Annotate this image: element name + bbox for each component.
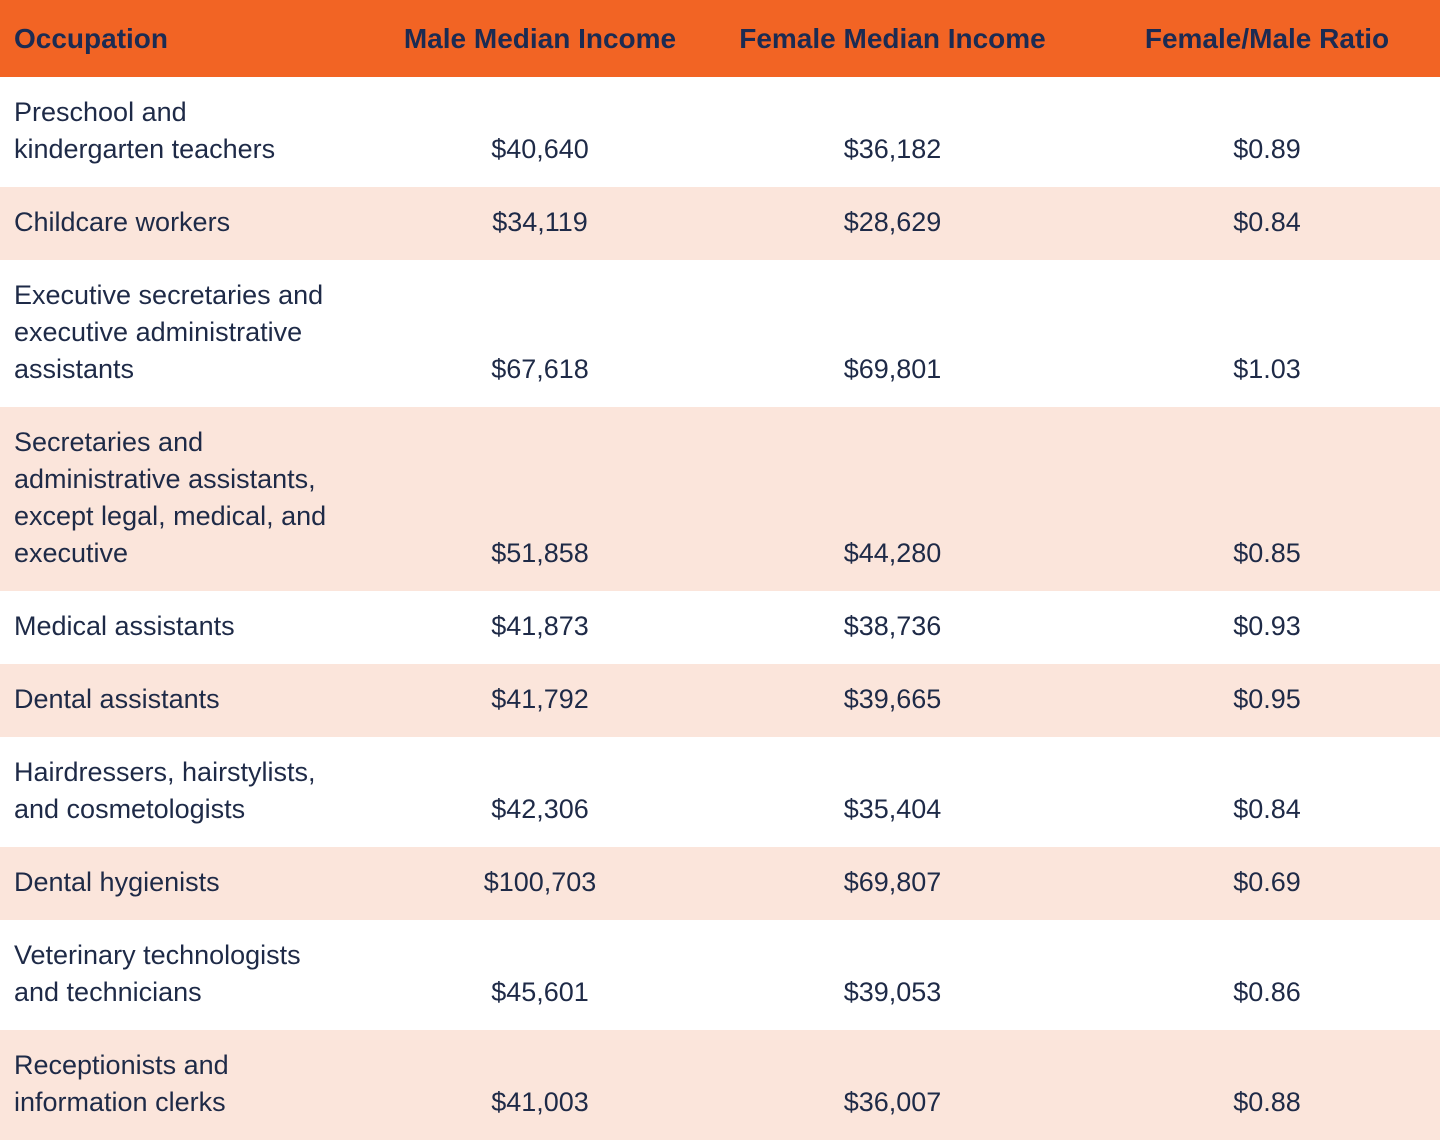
female-income-cell: $69,807 — [691, 847, 1094, 920]
male-income-cell: $67,618 — [389, 260, 691, 407]
male-income-cell: $100,703 — [389, 847, 691, 920]
female-income-cell: $35,404 — [691, 737, 1094, 847]
ratio-cell: $0.89 — [1094, 77, 1440, 187]
table-row: Childcare workers $34,119 $28,629 $0.84 — [0, 187, 1440, 260]
table-row: Dental assistants $41,792 $39,665 $0.95 — [0, 664, 1440, 737]
female-income-cell: $36,007 — [691, 1030, 1094, 1140]
table-row: Medical assistants $41,873 $38,736 $0.93 — [0, 591, 1440, 664]
column-header-female-median-income: Female Median Income — [691, 0, 1094, 77]
occupation-cell: Secretaries and administrative assistant… — [0, 407, 389, 591]
occupation-cell: Medical assistants — [0, 591, 389, 664]
column-header-occupation: Occupation — [0, 0, 389, 77]
ratio-cell: $0.69 — [1094, 847, 1440, 920]
ratio-cell: $1.03 — [1094, 260, 1440, 407]
female-income-cell: $44,280 — [691, 407, 1094, 591]
female-income-cell: $28,629 — [691, 187, 1094, 260]
ratio-cell: $0.85 — [1094, 407, 1440, 591]
male-income-cell: $42,306 — [389, 737, 691, 847]
female-income-cell: $39,053 — [691, 920, 1094, 1030]
occupation-cell: Executive secretaries and executive admi… — [0, 260, 389, 407]
ratio-cell: $0.86 — [1094, 920, 1440, 1030]
male-income-cell: $51,858 — [389, 407, 691, 591]
column-header-male-median-income: Male Median Income — [389, 0, 691, 77]
female-income-cell: $38,736 — [691, 591, 1094, 664]
table-header: Occupation Male Median Income Female Med… — [0, 0, 1440, 77]
occupation-cell: Preschool and kindergarten teachers — [0, 77, 389, 187]
table-row: Preschool and kindergarten teachers $40,6… — [0, 77, 1440, 187]
header-row: Occupation Male Median Income Female Med… — [0, 0, 1440, 77]
female-income-cell: $36,182 — [691, 77, 1094, 187]
ratio-cell: $0.95 — [1094, 664, 1440, 737]
ratio-cell: $0.84 — [1094, 187, 1440, 260]
male-income-cell: $41,003 — [389, 1030, 691, 1140]
occupation-cell: Receptionists and information clerks — [0, 1030, 389, 1140]
table-row: Secretaries and administrative assistant… — [0, 407, 1440, 591]
table-row: Veterinary technologists and technicians… — [0, 920, 1440, 1030]
table-body: Preschool and kindergarten teachers $40,6… — [0, 77, 1440, 1140]
table-row: Receptionists and information clerks $41,… — [0, 1030, 1440, 1140]
occupation-cell: Dental hygienists — [0, 847, 389, 920]
table-row: Executive secretaries and executive admi… — [0, 260, 1440, 407]
male-income-cell: $40,640 — [389, 77, 691, 187]
ratio-cell: $0.88 — [1094, 1030, 1440, 1140]
male-income-cell: $45,601 — [389, 920, 691, 1030]
table-row: Dental hygienists $100,703 $69,807 $0.69 — [0, 847, 1440, 920]
table-row: Hairdressers, hairstylists, and cosmetol… — [0, 737, 1440, 847]
male-income-cell: $34,119 — [389, 187, 691, 260]
occupation-cell: Childcare workers — [0, 187, 389, 260]
male-income-cell: $41,873 — [389, 591, 691, 664]
occupation-cell: Dental assistants — [0, 664, 389, 737]
ratio-cell: $0.93 — [1094, 591, 1440, 664]
female-income-cell: $39,665 — [691, 664, 1094, 737]
occupation-cell: Hairdressers, hairstylists, and cosmetol… — [0, 737, 389, 847]
column-header-female-male-ratio: Female/Male Ratio — [1094, 0, 1440, 77]
occupation-cell: Veterinary technologists and technicians — [0, 920, 389, 1030]
male-income-cell: $41,792 — [389, 664, 691, 737]
ratio-cell: $0.84 — [1094, 737, 1440, 847]
female-income-cell: $69,801 — [691, 260, 1094, 407]
